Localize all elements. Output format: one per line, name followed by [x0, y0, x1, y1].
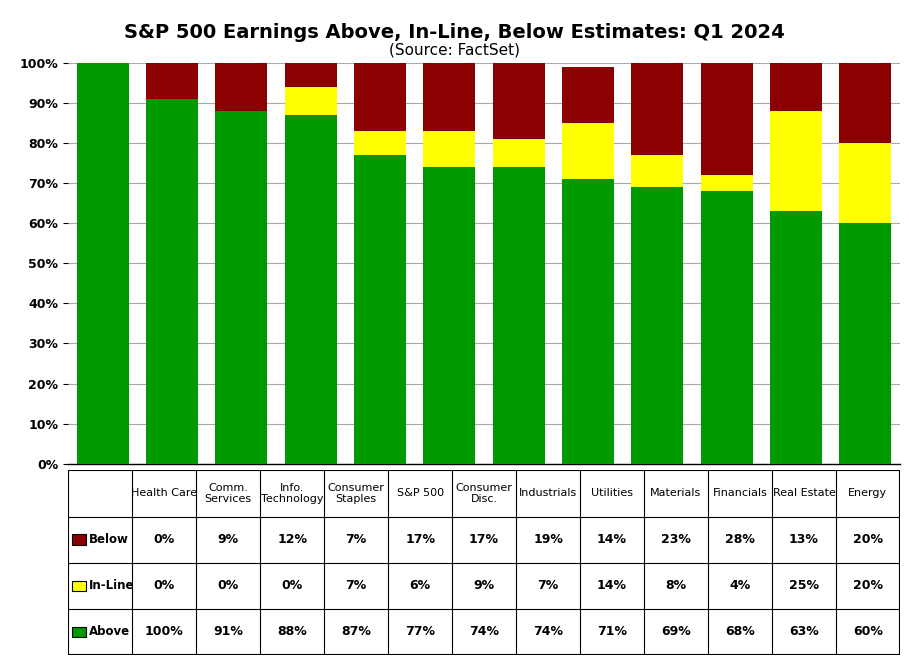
- Text: Below: Below: [89, 533, 129, 546]
- Bar: [424, 63, 475, 131]
- Bar: [770, 59, 822, 111]
- Bar: [701, 191, 753, 464]
- Bar: [285, 87, 336, 114]
- Text: 69%: 69%: [661, 625, 691, 638]
- Text: 74%: 74%: [533, 625, 563, 638]
- Bar: [632, 63, 684, 155]
- Bar: [632, 155, 684, 187]
- Text: S&P 500 Earnings Above, In-Line, Below Estimates: Q1 2024: S&P 500 Earnings Above, In-Line, Below E…: [125, 23, 784, 42]
- Text: 9%: 9%: [474, 579, 494, 592]
- Bar: [562, 122, 614, 179]
- Text: 87%: 87%: [341, 625, 371, 638]
- Bar: [839, 223, 891, 464]
- Text: 17%: 17%: [405, 533, 435, 546]
- Bar: [562, 66, 614, 122]
- Text: 14%: 14%: [597, 579, 627, 592]
- Text: 63%: 63%: [789, 625, 819, 638]
- Bar: [146, 63, 198, 99]
- Text: 25%: 25%: [789, 579, 819, 592]
- Bar: [562, 179, 614, 464]
- Text: 13%: 13%: [789, 533, 819, 546]
- Text: Consumer
Disc.: Consumer Disc.: [455, 483, 513, 504]
- Bar: [839, 143, 891, 223]
- Text: 7%: 7%: [345, 579, 366, 592]
- Bar: [355, 131, 406, 155]
- Text: Utilities: Utilities: [591, 488, 633, 499]
- Text: 20%: 20%: [853, 579, 883, 592]
- Text: 7%: 7%: [345, 533, 366, 546]
- Bar: [493, 139, 544, 167]
- Text: 68%: 68%: [725, 625, 754, 638]
- Text: Real Estate: Real Estate: [773, 488, 835, 499]
- Bar: [493, 63, 544, 139]
- Text: Industrials: Industrials: [519, 488, 577, 499]
- Text: 9%: 9%: [217, 533, 239, 546]
- Text: Above: Above: [89, 625, 130, 638]
- Text: Financials: Financials: [713, 488, 767, 499]
- Bar: [215, 111, 267, 464]
- Text: 77%: 77%: [405, 625, 435, 638]
- Text: Comm.
Services: Comm. Services: [205, 483, 252, 504]
- Text: 7%: 7%: [537, 579, 559, 592]
- Text: 12%: 12%: [277, 533, 307, 546]
- Text: 0%: 0%: [154, 579, 175, 592]
- Text: 60%: 60%: [853, 625, 883, 638]
- Text: In-Line: In-Line: [89, 579, 135, 592]
- Bar: [701, 175, 753, 191]
- Text: 91%: 91%: [214, 625, 243, 638]
- Bar: [72, 534, 86, 545]
- Bar: [701, 63, 753, 175]
- Bar: [72, 626, 86, 637]
- Bar: [839, 63, 891, 143]
- Text: 8%: 8%: [665, 579, 686, 592]
- Text: Info.
Technology: Info. Technology: [261, 483, 324, 504]
- Text: 14%: 14%: [597, 533, 627, 546]
- Bar: [632, 187, 684, 464]
- Text: 0%: 0%: [282, 579, 303, 592]
- Bar: [770, 211, 822, 464]
- Bar: [285, 114, 336, 464]
- Text: 20%: 20%: [853, 533, 883, 546]
- Bar: [77, 63, 129, 464]
- Text: S&P 500: S&P 500: [396, 488, 444, 499]
- Text: 4%: 4%: [729, 579, 751, 592]
- Bar: [285, 59, 336, 87]
- Text: 71%: 71%: [597, 625, 627, 638]
- Text: 23%: 23%: [661, 533, 691, 546]
- Bar: [355, 63, 406, 131]
- Text: 88%: 88%: [277, 625, 307, 638]
- Bar: [355, 155, 406, 464]
- Text: Consumer
Staples: Consumer Staples: [327, 483, 385, 504]
- Text: (Source: FactSet): (Source: FactSet): [389, 43, 520, 58]
- Text: 100%: 100%: [145, 625, 184, 638]
- Text: 19%: 19%: [533, 533, 563, 546]
- Text: Energy: Energy: [848, 488, 887, 499]
- Bar: [770, 111, 822, 211]
- Text: 0%: 0%: [217, 579, 239, 592]
- Text: 74%: 74%: [469, 625, 499, 638]
- Text: Materials: Materials: [650, 488, 702, 499]
- Bar: [424, 131, 475, 167]
- Bar: [493, 167, 544, 464]
- Bar: [424, 167, 475, 464]
- Text: 17%: 17%: [469, 533, 499, 546]
- Bar: [72, 580, 86, 591]
- Bar: [146, 99, 198, 464]
- Text: 0%: 0%: [154, 533, 175, 546]
- Text: 28%: 28%: [725, 533, 754, 546]
- Bar: [215, 63, 267, 111]
- Text: 6%: 6%: [409, 579, 431, 592]
- Text: Health Care: Health Care: [131, 488, 197, 499]
